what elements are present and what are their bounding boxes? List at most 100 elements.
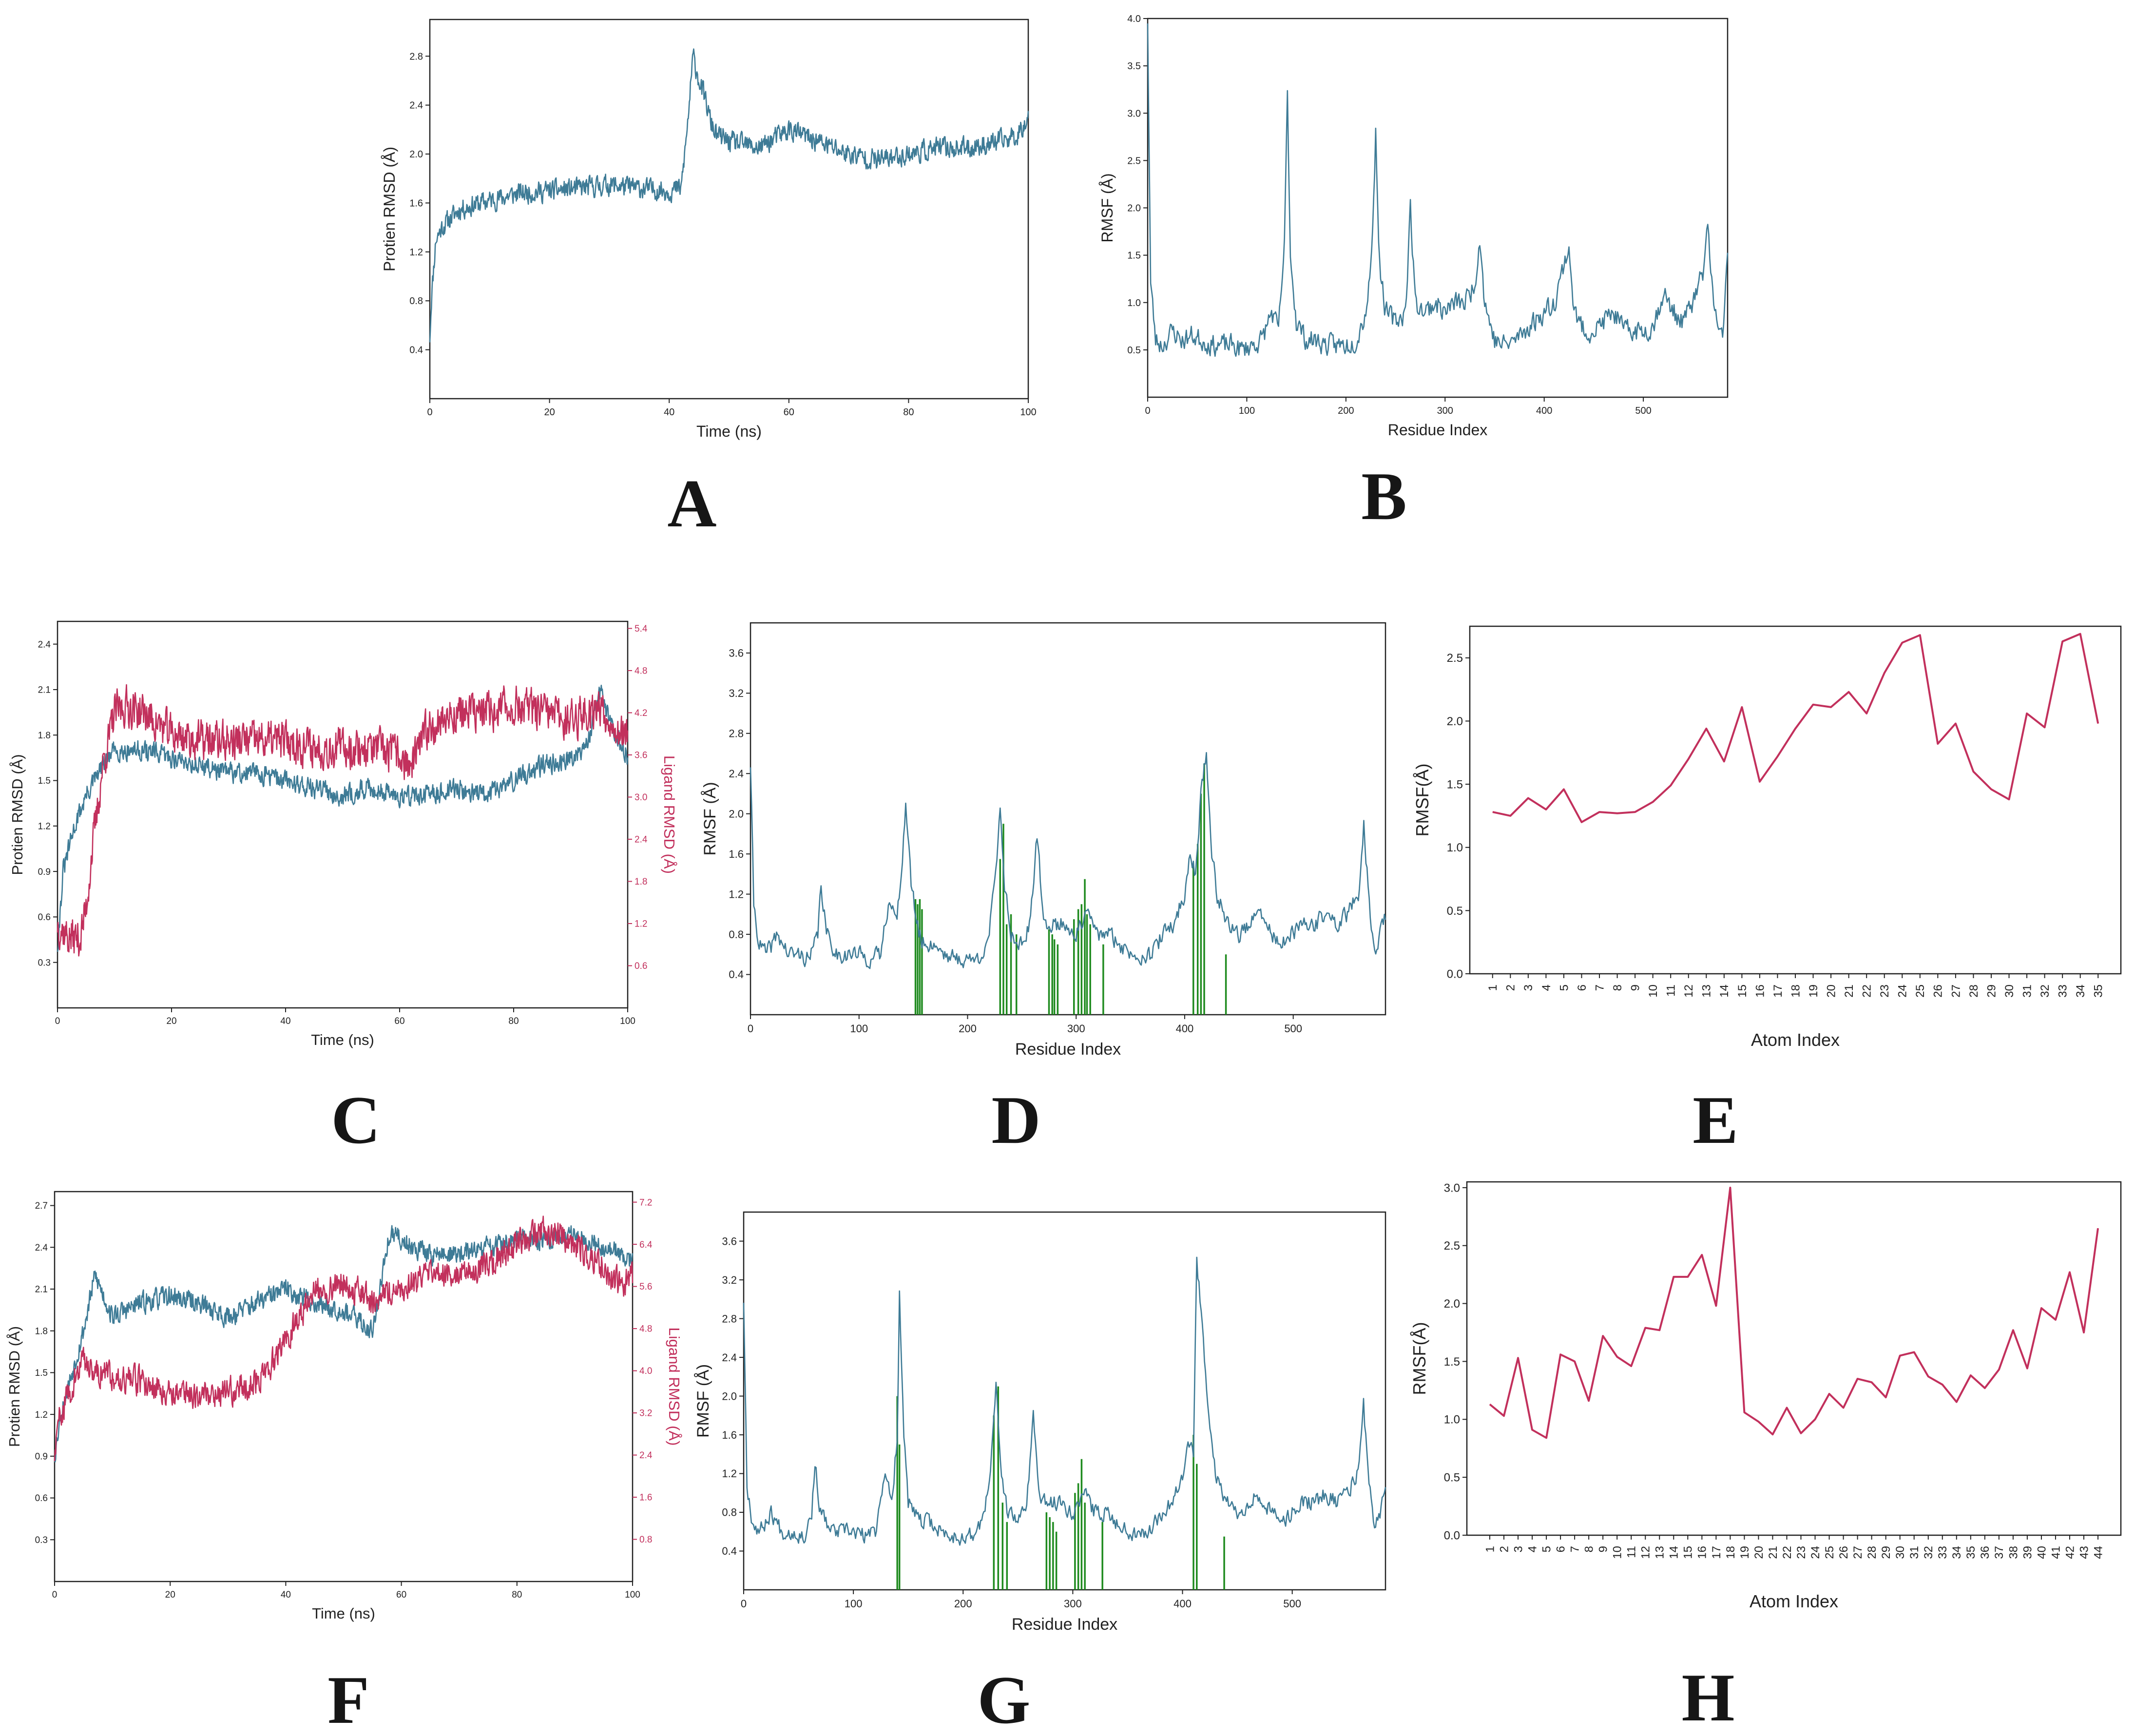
series-line-c-left (57, 684, 629, 952)
x-tick-label: 500 (1635, 405, 1651, 416)
y-tick-label: 2.4 (409, 100, 423, 111)
x-axis-label-f: Time (ns) (312, 1605, 375, 1622)
plot-frame-g (743, 1211, 1386, 1591)
x-tick-label: 26 (1932, 984, 1945, 998)
panel-F: 0.3 0.6 0.9 1.2 1.5 1.8 2.1 2.4 2.7 0 20 40 60 80 100 0… (6, 1191, 683, 1622)
x-tick-label: 23 (1795, 1546, 1808, 1559)
x-tick-label: 500 (1283, 1598, 1301, 1610)
y-tick-label: 2.0 (1127, 203, 1141, 214)
x-tick-label: 80 (903, 407, 914, 418)
y-tick-label: 1.6 (729, 848, 744, 860)
x-tick-label: 34 (1950, 1546, 1963, 1559)
series-line-g-main (743, 1256, 1386, 1546)
y-tick-label: 2.5 (1444, 1239, 1460, 1253)
y-tick-label: 0.9 (35, 1452, 48, 1462)
x-tick-label: 8 (1583, 1546, 1596, 1552)
x-tick-label: 12 (1639, 1546, 1653, 1559)
y-tick-label: 1.5 (1127, 251, 1141, 261)
y-tick-label: 2.5 (1447, 652, 1463, 665)
y-axis-label-h: RMSF(Å) (1409, 1322, 1429, 1395)
x-tick-label: 20 (1825, 984, 1838, 998)
x-tick-label: 32 (2039, 984, 2052, 998)
x-tick-label: 19 (1807, 984, 1820, 998)
plot-frame-b (1147, 18, 1729, 398)
x-tick-label: 4 (1526, 1546, 1539, 1552)
x-tick-label: 11 (1625, 1546, 1638, 1558)
y-right-tick-label: 2.4 (639, 1450, 653, 1461)
x-tick-label: 400 (1173, 1598, 1192, 1610)
x-tick-label: 40 (664, 407, 674, 418)
x-tick-label: 60 (784, 407, 794, 418)
y-tick-label: 2.8 (409, 51, 423, 62)
x-tick-label: 20 (165, 1590, 175, 1600)
y-tick-label: 0.3 (38, 958, 51, 968)
panel-letter-d: D (991, 1082, 1040, 1158)
y-right-tick-label: 1.8 (635, 877, 647, 887)
x-tick-label: 0 (52, 1590, 58, 1600)
plot-frame-h (1466, 1181, 2122, 1536)
y-right-tick-label: 3.0 (635, 792, 647, 803)
y-right-tick-label: 4.8 (639, 1324, 652, 1334)
y-tick-label: 1.2 (722, 1467, 737, 1480)
y-right-axis-label-c: Ligand RMSD (Å) (661, 755, 678, 874)
x-axis-label-a: Time (ns) (696, 423, 762, 440)
x-tick-label: 31 (2020, 984, 2034, 998)
x-tick-label: 0 (427, 407, 432, 418)
y-tick-label: 1.0 (1444, 1413, 1460, 1427)
x-tick-label: 100 (850, 1022, 868, 1035)
y-right-tick-label: 4.0 (639, 1366, 652, 1376)
x-tick-label: 10 (1647, 984, 1660, 998)
y-tick-label: 3.6 (722, 1235, 737, 1247)
x-tick-label: 80 (512, 1590, 522, 1600)
x-tick-label: 5 (1558, 984, 1571, 991)
y-right-tick-label: 6.4 (639, 1240, 653, 1250)
panel-G: 0.4 0.8 1.2 1.6 2.0 2.4 2.8 3.2 3.6 0 100 200 300 400… (694, 1211, 1386, 1634)
x-tick-label: 26 (1837, 1546, 1850, 1559)
y-tick-label: 0.3 (35, 1535, 48, 1545)
y-tick-label: 1.5 (38, 776, 51, 786)
y-right-tick-label: 5.6 (639, 1282, 652, 1292)
y-tick-label: 1.5 (1447, 778, 1463, 791)
x-tick-label: 29 (1985, 984, 1998, 998)
y-tick-label: 0.8 (409, 296, 423, 307)
x-tick-label: 100 (625, 1590, 640, 1600)
x-tick-label: 16 (1753, 984, 1767, 998)
x-tick-label: 18 (1789, 984, 1802, 998)
y-tick-label: 1.5 (1444, 1355, 1460, 1369)
y-tick-label: 0.0 (1447, 967, 1463, 981)
y-tick-label: 2.0 (722, 1390, 737, 1402)
y-tick-label: 0.8 (722, 1506, 737, 1519)
x-tick-label: 40 (2035, 1546, 2048, 1559)
x-tick-label: 41 (2049, 1546, 2062, 1559)
y-right-tick-label: 0.6 (635, 961, 647, 971)
series-line-h (1489, 1186, 2099, 1439)
y-tick-label: 3.2 (722, 1274, 737, 1286)
x-tick-label: 27 (1949, 984, 1962, 998)
x-tick-label: 43 (2077, 1546, 2091, 1559)
x-tick-label: 19 (1738, 1546, 1751, 1559)
x-tick-label: 20 (166, 1016, 176, 1026)
x-tick-label: 35 (1964, 1546, 1978, 1559)
y-tick-label: 2.0 (409, 149, 423, 160)
y-tick-label: 0.4 (409, 345, 423, 356)
panel-letter-b: B (1361, 459, 1406, 534)
series-line-e (1492, 633, 2099, 823)
series-line-f-right (54, 1215, 634, 1461)
x-tick-label: 24 (1896, 984, 1909, 998)
x-tick-label: 100 (1239, 405, 1255, 416)
x-tick-label: 17 (1710, 1546, 1723, 1559)
x-tick-label: 33 (2057, 984, 2070, 998)
x-axis-label-c: Time (ns) (311, 1031, 374, 1048)
x-tick-label: 200 (954, 1598, 972, 1610)
y-tick-label: 0.5 (1447, 905, 1463, 918)
plot-frame-e (1469, 625, 2122, 975)
x-tick-label: 60 (394, 1016, 404, 1026)
y-tick-label: 3.5 (1127, 61, 1141, 72)
series-line-b-main (1147, 23, 1729, 357)
plot-frame-d (750, 622, 1386, 1016)
x-tick-label: 200 (959, 1022, 977, 1035)
x-tick-label: 300 (1064, 1598, 1082, 1610)
x-tick-label: 34 (2074, 984, 2087, 998)
x-tick-label: 18 (1724, 1546, 1737, 1559)
